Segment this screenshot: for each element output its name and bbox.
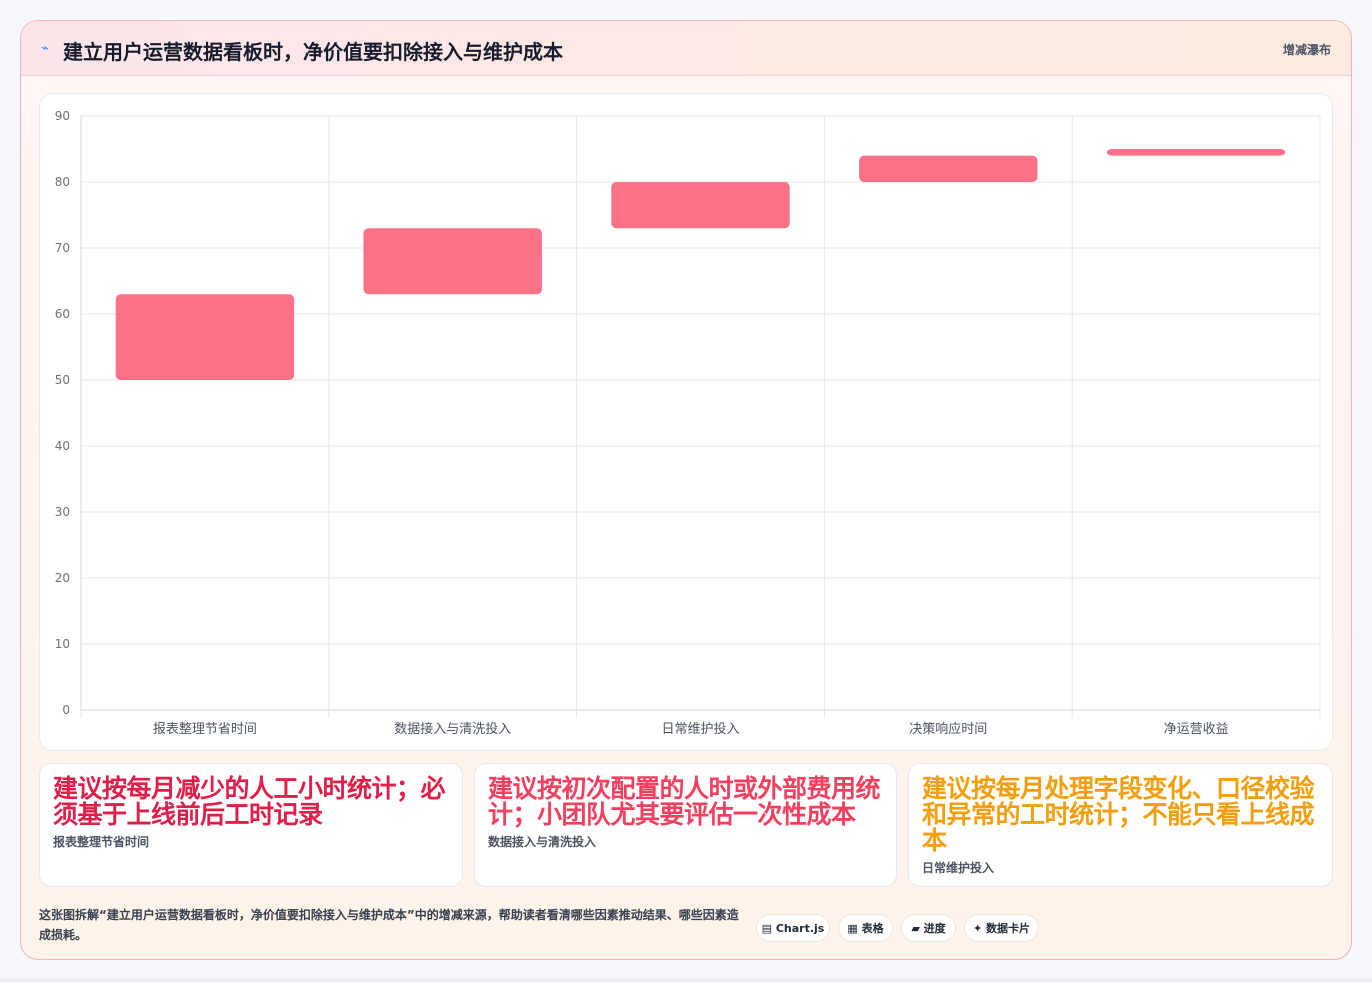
- y-tick-label-10: 10: [55, 637, 70, 651]
- chip-table[interactable]: ▦ 表格: [838, 914, 893, 942]
- bar-4: [859, 155, 1038, 182]
- page-title: 建立用户运营数据看板时，净价值要扣除接入与维护成本: [63, 40, 563, 64]
- y-tick-label-80: 80: [55, 175, 70, 189]
- note-card-2: 建议按初次配置的人时或外部费用统计；小团队尤其要评估一次性成本 数据接入与清洗投…: [474, 763, 897, 887]
- chip-data-card[interactable]: ✦ 数据卡片: [964, 914, 1039, 942]
- note-1-label: 报表整理节省时间: [53, 835, 150, 849]
- chip-progress[interactable]: ▰ 进度: [901, 914, 956, 942]
- note-1-headline: 建议按每月减少的人工小时统计；必须基于上线前后工时记录: [53, 774, 446, 829]
- bar-2: [363, 228, 542, 295]
- note-3-label: 日常维护投入: [922, 861, 995, 875]
- card-header: ⌁ 建立用户运营数据看板时，净价值要扣除接入与维护成本 增减瀑布: [21, 21, 1351, 76]
- x-tick-label-1: 报表整理节省时间: [153, 722, 257, 737]
- y-tick-label-70: 70: [55, 241, 70, 255]
- x-tick-label-4: 决策响应时间: [909, 721, 987, 737]
- bar-3: [611, 182, 790, 229]
- page-bottom-border: [0, 979, 1372, 982]
- y-tick-label-60: 60: [55, 307, 70, 321]
- bar-5: [1106, 149, 1286, 156]
- chart-svg: 0 10 20 30 40 50 60 70 80 90 报表整理节省时间 数据接入与清洗投入 日常维护…: [55, 109, 1321, 737]
- y-tick-label-50: 50: [55, 373, 70, 387]
- y-tick-label-90: 90: [55, 109, 70, 123]
- note-card-1: 建议按每月减少的人工小时统计；必须基于上线前后工时记录 报表整理节省时间: [39, 763, 463, 887]
- waterfall-chart: 0 10 20 30 40 50 60 70 80 90 报表整理节省时间 数据接入与清洗投入 日常维护…: [39, 93, 1333, 751]
- y-tick-label-20: 20: [55, 571, 70, 585]
- note-2-headline: 建议按初次配置的人时或外部费用统计；小团队尤其要评估一次性成本: [488, 774, 881, 829]
- dashboard-card: ⌁ 建立用户运营数据看板时，净价值要扣除接入与维护成本 增减瀑布 0 10 20 30…: [20, 20, 1352, 960]
- sparkle-icon: ⌁: [41, 41, 49, 56]
- chip-chartjs[interactable]: ▤ Chart.js: [756, 914, 830, 942]
- note-3-headline: 建议按每月处理字段变化、口径校验和异常的工时统计；不能只看上线成本: [922, 774, 1315, 855]
- y-tick-label-0: 0: [62, 703, 70, 717]
- y-tick-label-30: 30: [55, 505, 70, 519]
- bar-1: [115, 294, 295, 380]
- y-tick-label-40: 40: [55, 439, 70, 453]
- chart-type-tag: 增减瀑布: [1282, 43, 1331, 57]
- note-card-3: 建议按每月处理字段变化、口径校验和异常的工时统计；不能只看上线成本 日常维护投入: [908, 763, 1333, 887]
- x-tick-label-5: 净运营收益: [1164, 722, 1229, 737]
- chart-description: 这张图拆解“建立用户运营数据看板时，净价值要扣除接入与维护成本”中的增减来源，帮…: [39, 908, 739, 942]
- note-2-label: 数据接入与清洗投入: [488, 835, 597, 849]
- x-tick-label-2: 数据接入与清洗投入: [394, 721, 511, 737]
- x-tick-label-3: 日常维护投入: [661, 721, 739, 737]
